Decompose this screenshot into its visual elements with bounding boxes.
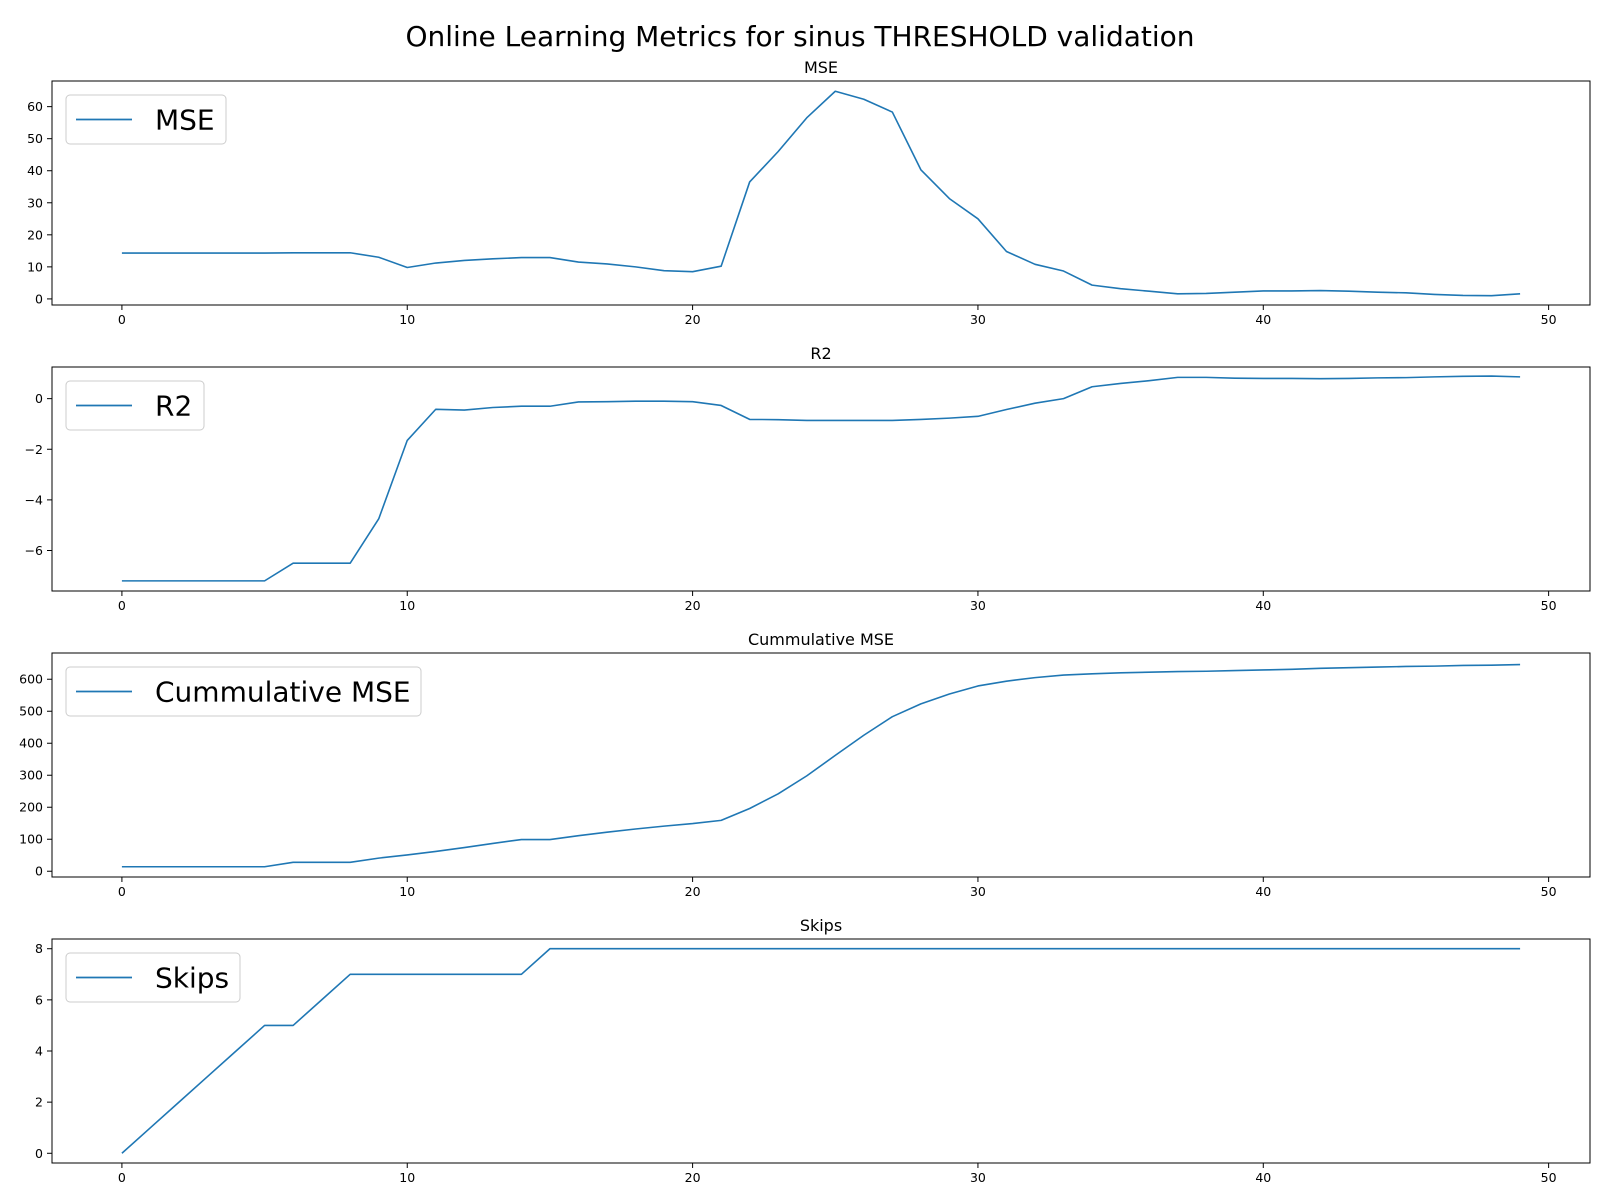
x-tick-label: 50 <box>1541 312 1557 327</box>
legend-label: Cummulative MSE <box>155 676 411 709</box>
y-tick-label: 8 <box>35 941 43 956</box>
y-tick-label: −2 <box>25 442 43 457</box>
series-line-cummulative-mse <box>121 663 1521 868</box>
y-tick-label: 6 <box>35 992 43 1007</box>
subplot-title: Cummulative MSE <box>748 630 894 649</box>
y-tick-label: 0 <box>35 391 43 406</box>
y-tick-label: 0 <box>35 864 43 879</box>
y-tick-label: 60 <box>27 99 43 114</box>
x-tick-label: 20 <box>685 1170 701 1185</box>
axes-frame <box>51 366 1591 592</box>
x-tick-label: 20 <box>685 312 701 327</box>
y-tick-label: 10 <box>27 259 43 274</box>
y-tick-label: 200 <box>19 800 43 815</box>
x-tick-label: 20 <box>685 598 701 613</box>
y-tick-label: −6 <box>25 543 43 558</box>
y-tick-label: 4 <box>35 1044 43 1059</box>
x-tick-label: 30 <box>970 312 986 327</box>
series-line-r2 <box>121 375 1521 582</box>
series-line-mse <box>121 90 1521 297</box>
y-tick-label: 50 <box>27 131 43 146</box>
x-tick-label: 40 <box>1255 1170 1271 1185</box>
subplot-4: Skips 0 10 20 30 40 50 0 2 4 6 8 Skips <box>35 916 1591 1185</box>
legend: MSE <box>65 94 227 145</box>
legend-box <box>65 952 241 1003</box>
x-tick-label: 30 <box>970 598 986 613</box>
x-tick-label: 50 <box>1541 1170 1557 1185</box>
legend-label: MSE <box>155 104 215 137</box>
y-tick-label: 2 <box>35 1095 43 1110</box>
x-tick-label: 40 <box>1255 598 1271 613</box>
x-tick-label: 0 <box>118 1170 126 1185</box>
x-tick-label: 20 <box>685 884 701 899</box>
y-tick-label: 0 <box>35 291 43 306</box>
y-tick-label: 0 <box>35 1146 43 1161</box>
y-tick-label: −4 <box>25 492 43 507</box>
axes-frame <box>51 652 1591 878</box>
x-tick-label: 10 <box>399 312 415 327</box>
y-tick-label: 20 <box>27 227 43 242</box>
legend-box <box>65 94 227 145</box>
legend-label: R2 <box>155 390 192 423</box>
x-tick-label: 40 <box>1255 884 1271 899</box>
series-line-skips <box>121 947 1521 1154</box>
axes-frame <box>51 938 1591 1164</box>
legend-box <box>65 380 205 431</box>
x-tick-label: 10 <box>399 884 415 899</box>
x-tick-label: 10 <box>399 1170 415 1185</box>
y-tick-label: 100 <box>19 832 43 847</box>
y-tick-label: 40 <box>27 163 43 178</box>
x-tick-label: 40 <box>1255 312 1271 327</box>
subplot-title: MSE <box>804 58 838 77</box>
x-tick-label: 10 <box>399 598 415 613</box>
figure-suptitle: Online Learning Metrics for sinus THRESH… <box>405 20 1194 53</box>
subplot-1: MSE 0 10 20 30 40 50 0 10 20 30 40 50 60 MSE <box>27 58 1591 327</box>
subplot-2: R2 0 10 20 30 40 50 −6 −4 −2 0 R2 <box>25 344 1591 613</box>
y-tick-label: 400 <box>19 736 43 751</box>
subplot-title: R2 <box>810 344 831 363</box>
axes-frame <box>51 80 1591 306</box>
x-tick-label: 50 <box>1541 884 1557 899</box>
x-tick-label: 30 <box>970 1170 986 1185</box>
x-tick-label: 0 <box>118 884 126 899</box>
subplot-title: Skips <box>800 916 842 935</box>
x-tick-label: 30 <box>970 884 986 899</box>
y-tick-label: 600 <box>19 672 43 687</box>
y-tick-label: 30 <box>27 195 43 210</box>
legend: R2 <box>65 380 205 431</box>
legend-box <box>65 666 422 717</box>
y-tick-label: 300 <box>19 768 43 783</box>
x-tick-label: 50 <box>1541 598 1557 613</box>
x-tick-label: 0 <box>118 312 126 327</box>
legend: Cummulative MSE <box>65 666 422 717</box>
legend-label: Skips <box>155 962 229 995</box>
legend: Skips <box>65 952 241 1003</box>
x-tick-label: 0 <box>118 598 126 613</box>
y-tick-label: 500 <box>19 704 43 719</box>
